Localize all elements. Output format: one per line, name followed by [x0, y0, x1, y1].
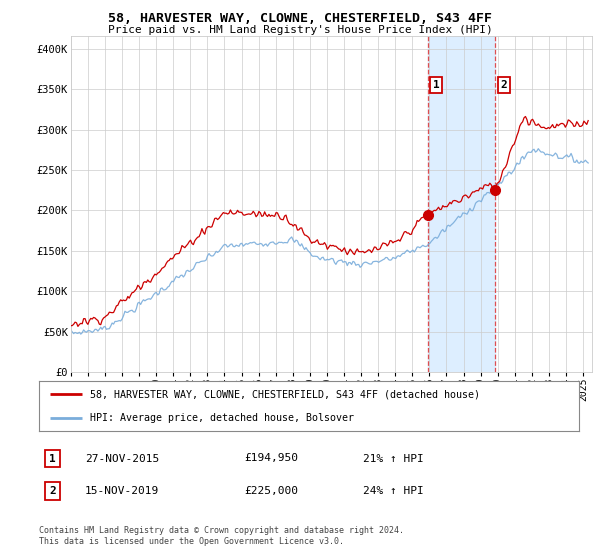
- Text: 1: 1: [49, 454, 56, 464]
- Text: 1: 1: [433, 80, 440, 90]
- Text: £194,950: £194,950: [244, 454, 298, 464]
- Text: 21% ↑ HPI: 21% ↑ HPI: [363, 454, 424, 464]
- Text: 58, HARVESTER WAY, CLOWNE, CHESTERFIELD, S43 4FF (detached house): 58, HARVESTER WAY, CLOWNE, CHESTERFIELD,…: [90, 389, 481, 399]
- Text: 27-NOV-2015: 27-NOV-2015: [85, 454, 159, 464]
- Text: 2: 2: [49, 486, 56, 496]
- Text: £225,000: £225,000: [244, 486, 298, 496]
- Text: HPI: Average price, detached house, Bolsover: HPI: Average price, detached house, Bols…: [90, 413, 354, 423]
- Text: 58, HARVESTER WAY, CLOWNE, CHESTERFIELD, S43 4FF: 58, HARVESTER WAY, CLOWNE, CHESTERFIELD,…: [108, 12, 492, 25]
- Text: 15-NOV-2019: 15-NOV-2019: [85, 486, 159, 496]
- Bar: [428, 36, 496, 372]
- Text: 2: 2: [500, 80, 508, 90]
- Text: Price paid vs. HM Land Registry's House Price Index (HPI): Price paid vs. HM Land Registry's House …: [107, 25, 493, 35]
- Text: Contains HM Land Registry data © Crown copyright and database right 2024.
This d: Contains HM Land Registry data © Crown c…: [39, 526, 404, 546]
- Text: 24% ↑ HPI: 24% ↑ HPI: [363, 486, 424, 496]
